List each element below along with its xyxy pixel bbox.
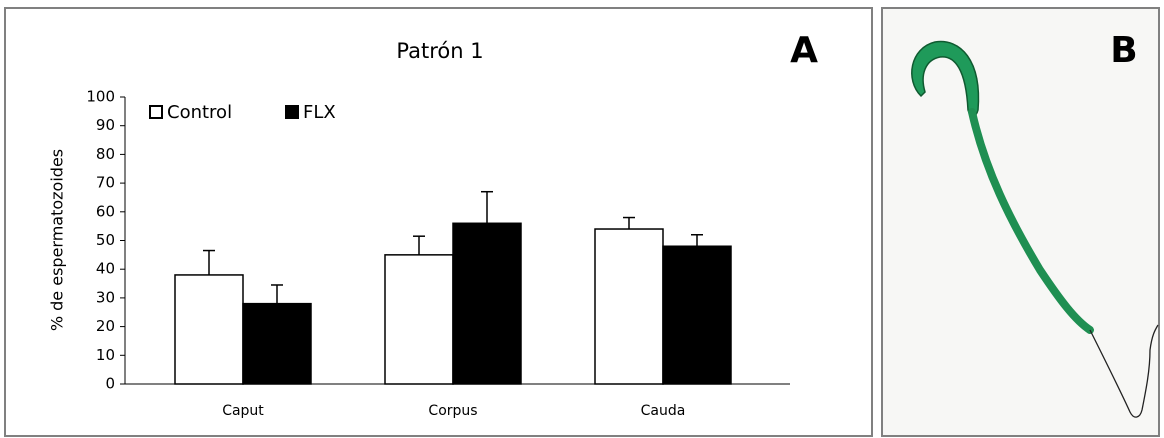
y-tick-label: 10: [96, 346, 115, 364]
y-tick-label: 100: [86, 88, 115, 106]
y-tick-label: 80: [96, 145, 115, 163]
bar: [175, 275, 243, 384]
y-tick-label: 0: [105, 375, 115, 393]
bar: [663, 246, 731, 384]
x-tick-label: Caput: [222, 403, 264, 419]
y-tick-label: 70: [96, 174, 115, 192]
figure: Patrón 1 A B % de espermatozoides 0 10 20 3…: [0, 0, 1164, 438]
bar: [453, 223, 521, 384]
y-tick-label: 30: [96, 288, 115, 306]
legend-swatch: [286, 106, 298, 118]
legend-label: Control: [167, 102, 232, 123]
y-axis-label: % de espermatozoides: [48, 149, 67, 331]
y-tick-label: 20: [96, 317, 115, 335]
y-tick-label: 50: [96, 231, 115, 249]
panel-label: A: [790, 30, 818, 71]
x-tick-label: Cauda: [641, 403, 686, 419]
y-tick-label: 60: [96, 202, 115, 220]
y-tick-label: 40: [96, 260, 115, 278]
bar: [595, 229, 663, 384]
legend-swatch: [150, 106, 162, 118]
panel-label: B: [1110, 30, 1137, 71]
bar: [385, 255, 453, 384]
y-tick-label: 90: [96, 116, 115, 134]
bar: [243, 304, 311, 384]
x-tick-label: Corpus: [428, 403, 477, 419]
chart-title: Patrón 1: [396, 39, 483, 63]
legend-label: FLX: [303, 102, 336, 123]
